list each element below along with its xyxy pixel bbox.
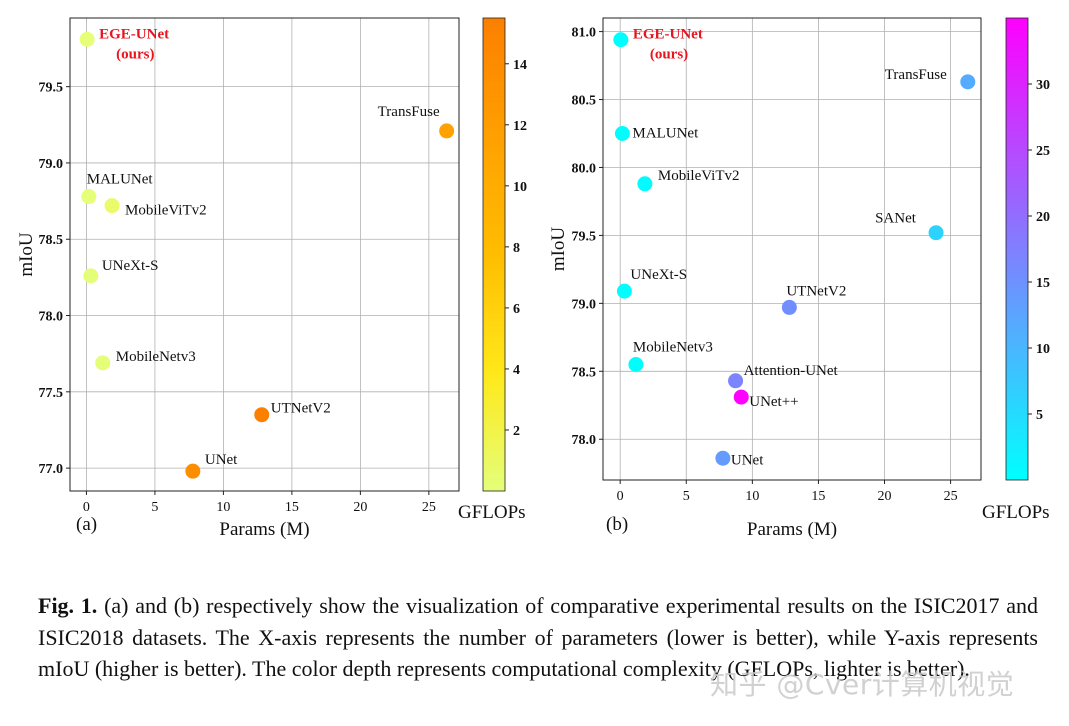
- data-point-sanet: [928, 225, 944, 241]
- data-point-mobilevitv2: [104, 198, 120, 214]
- y-tick-label: 78.5: [572, 365, 597, 380]
- data-point-ege-unet: [613, 32, 629, 48]
- point-label-unext-s: UNeXt-S: [630, 267, 687, 283]
- colorbar: [482, 17, 506, 492]
- y-tick-label: 77.5: [39, 386, 64, 401]
- y-tick-label: 81.0: [572, 26, 597, 41]
- y-axis-label: mIoU: [548, 227, 569, 272]
- x-tick-label: 10: [216, 500, 230, 515]
- colorbar-tick-label: 14: [513, 58, 527, 73]
- x-tick-label: 25: [422, 500, 436, 515]
- point-label-transfuse: TransFuse: [885, 67, 947, 83]
- colorbar-label: GFLOPs: [982, 502, 1050, 523]
- point-label-transfuse: TransFuse: [378, 104, 440, 120]
- data-point-utnetv2: [254, 407, 270, 423]
- data-point-unext-s: [616, 283, 632, 299]
- colorbar: [1005, 17, 1029, 481]
- y-tick-label: 78.0: [572, 433, 597, 448]
- colorbar-tick-label: 30: [1036, 78, 1050, 93]
- point-sublabel-ours: (ours): [650, 47, 688, 63]
- x-tick-label: 0: [83, 500, 90, 515]
- point-label-ege-unet: EGE-UNet: [633, 27, 703, 43]
- point-label-unet: UNet: [731, 452, 764, 468]
- colorbar-tick-label: 2: [513, 424, 520, 439]
- colorbar-tick-label: 10: [1036, 342, 1050, 357]
- point-label-ege-unet: EGE-UNet: [99, 26, 169, 42]
- point-label-malunet: MALUNet: [87, 172, 154, 188]
- caption-text: (a) and (b) respectively show the visual…: [38, 593, 1038, 681]
- data-point-unext-s: [83, 268, 99, 284]
- y-tick-label: 78.0: [39, 310, 64, 325]
- point-label-unet: UNet: [205, 452, 238, 468]
- point-label-sanet: SANet: [875, 211, 917, 227]
- x-tick-label: 15: [285, 500, 299, 515]
- y-tick-label: 77.0: [39, 462, 64, 477]
- data-point-mobilenetv3: [95, 355, 111, 371]
- colorbar-tick-label: 10: [513, 180, 527, 195]
- point-label-unet: UNet++: [749, 394, 798, 410]
- point-label-malunet: MALUNet: [632, 126, 699, 142]
- plot-frame: [69, 17, 460, 492]
- x-tick-label: 20: [878, 489, 892, 504]
- point-label-mobilevitv2: MobileViTv2: [125, 203, 207, 219]
- point-label-attention-unet: Attention-UNet: [744, 363, 839, 379]
- point-sublabel-ours: (ours): [116, 46, 154, 62]
- x-tick-label: 15: [811, 489, 825, 504]
- point-label-mobilenetv3: MobileNetv3: [116, 349, 196, 365]
- x-tick-label: 5: [151, 500, 158, 515]
- x-tick-label: 0: [617, 489, 624, 504]
- x-tick-label: 5: [683, 489, 690, 504]
- data-point-malunet: [614, 126, 630, 141]
- x-tick-label: 20: [353, 500, 367, 515]
- y-tick-label: 79.0: [39, 157, 64, 172]
- y-tick-label: 80.5: [572, 94, 597, 109]
- data-point-malunet: [81, 189, 97, 205]
- data-point-unet: [733, 389, 749, 405]
- data-point-utnetv2: [781, 299, 797, 315]
- y-tick-label: 79.0: [572, 297, 597, 312]
- colorbar-tick-label: 8: [513, 241, 520, 256]
- chart-panel-b: 0 5 10 15 20 25 78.0 78.5 79.0 79.5 80.0 80.5 81.0 Pa…: [548, 17, 1050, 540]
- colorbar-tick-label: 25: [1036, 144, 1050, 159]
- data-point-unet: [185, 463, 201, 479]
- colorbar-tick-label: 4: [513, 363, 520, 378]
- panel-label: (a): [76, 514, 97, 535]
- point-label-utnetv2: UTNetV2: [786, 283, 846, 299]
- data-point-attention-unet: [728, 373, 744, 389]
- y-tick-label: 79.5: [39, 81, 64, 96]
- point-label-unext-s: UNeXt-S: [102, 258, 159, 274]
- x-axis-label: Params (M): [219, 519, 309, 540]
- point-label-utnetv2: UTNetV2: [271, 401, 331, 417]
- data-point-transfuse: [439, 123, 455, 139]
- colorbar-tick-label: 12: [513, 119, 527, 134]
- colorbar-tick-label: 5: [1036, 408, 1043, 423]
- x-tick-label: 25: [944, 489, 958, 504]
- point-label-mobilenetv3: MobileNetv3: [633, 340, 713, 356]
- watermark: 知乎 @Cver计算机视觉: [710, 668, 1015, 701]
- plot-frame: [602, 17, 982, 481]
- colorbar-tick-label: 6: [513, 302, 520, 317]
- data-point-mobilevitv2: [637, 176, 653, 192]
- data-point-ege-unet: [79, 31, 95, 47]
- panel-label: (b): [606, 514, 628, 535]
- x-tick-label: 10: [745, 489, 759, 504]
- y-tick-label: 78.5: [39, 233, 64, 248]
- y-tick-label: 79.5: [572, 229, 597, 244]
- x-axis-label: Params (M): [747, 519, 837, 540]
- data-point-unet: [715, 450, 731, 466]
- y-axis-label: mIoU: [16, 232, 37, 277]
- caption-label: Fig. 1.: [38, 593, 98, 618]
- chart-panel-a: 0 5 10 15 20 25 77.0 77.5 78.0 78.5 79.0 79.5 Params…: [16, 17, 527, 540]
- y-tick-label: 80.0: [572, 161, 597, 176]
- colorbar-tick-label: 20: [1036, 210, 1050, 225]
- colorbar-tick-label: 15: [1036, 276, 1050, 291]
- point-label-mobilevitv2: MobileViTv2: [658, 168, 740, 184]
- data-point-mobilenetv3: [628, 357, 644, 372]
- data-point-transfuse: [960, 74, 976, 90]
- figure-caption: Fig. 1. (a) and (b) respectively show th…: [38, 590, 1038, 685]
- colorbar-label: GFLOPs: [458, 502, 526, 523]
